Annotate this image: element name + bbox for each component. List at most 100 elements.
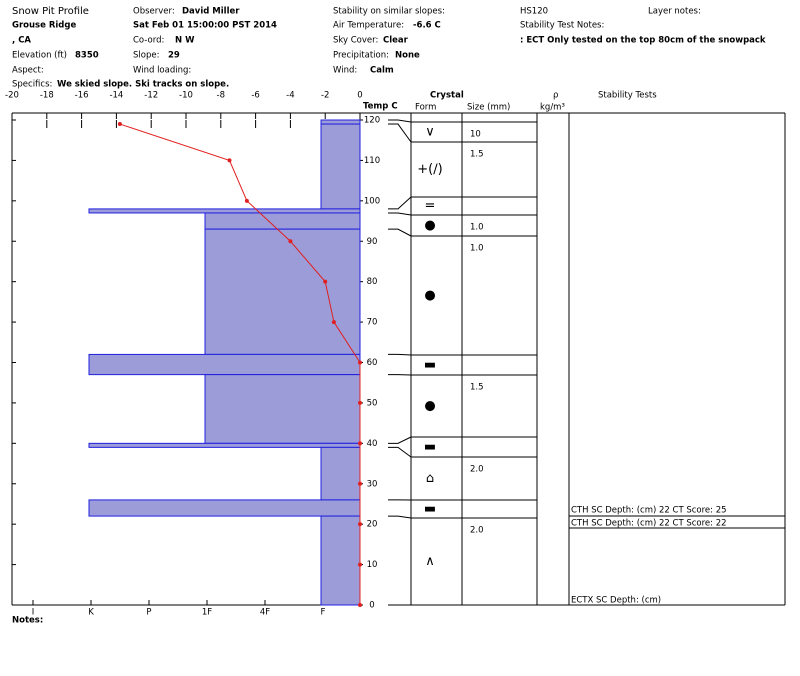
layer-connector xyxy=(388,212,412,216)
x-tick-label: -16 xyxy=(75,91,89,101)
y-tick-label: 80 xyxy=(367,277,378,287)
density-unit: kg/m³ xyxy=(540,103,565,113)
hardness-bar xyxy=(320,446,361,501)
hardness-bar xyxy=(204,212,361,230)
layer-connector xyxy=(388,353,412,356)
hardness-label: P xyxy=(146,608,151,618)
hardness-bar xyxy=(88,353,361,376)
layer-connector xyxy=(388,119,412,123)
y-tick-label: 110 xyxy=(364,156,380,166)
layer-connector xyxy=(388,196,412,210)
hardness-bar xyxy=(88,442,361,448)
x-tick-label: -14 xyxy=(109,91,123,101)
region: , CA xyxy=(12,36,31,46)
layer-connector xyxy=(388,228,412,237)
temperature-point xyxy=(358,562,362,567)
y-tick-label: 40 xyxy=(367,439,378,449)
aspect-label: Aspect: xyxy=(12,66,44,76)
y-tick-label: 20 xyxy=(367,520,378,530)
x-tick-label: -4 xyxy=(286,91,294,101)
grain-size: 10 xyxy=(470,130,481,140)
layer-connector xyxy=(388,515,412,519)
grain-size: 2.0 xyxy=(470,465,484,475)
y-tick-label: 120 xyxy=(364,116,380,126)
hardness-label: 1F xyxy=(202,608,212,618)
temperature-point xyxy=(288,239,293,244)
x-tick-label: -8 xyxy=(217,91,225,101)
grain-form: ● xyxy=(424,218,435,233)
temperature-point xyxy=(358,481,362,486)
x-tick-label: -12 xyxy=(144,91,158,101)
coord: N W xyxy=(175,36,195,46)
wind-loading-label: Wind loading: xyxy=(133,66,191,76)
y-tick-label: 0 xyxy=(369,601,374,611)
stability-test: CTH SC Depth: (cm) 22 CT Score: 25 xyxy=(571,506,727,516)
layer-connector xyxy=(388,436,412,444)
density-label: ρ xyxy=(553,91,558,101)
x-tick-label: -10 xyxy=(179,91,193,101)
x-tick-label: -18 xyxy=(40,91,54,101)
grain-form: = xyxy=(425,199,436,214)
hardness-bar xyxy=(320,515,361,606)
grain-form: ∧ xyxy=(425,554,435,569)
precip-label: Precipitation: xyxy=(333,51,389,61)
grain-size: 1.0 xyxy=(470,244,484,254)
temperature-point xyxy=(358,400,362,405)
grain-size: 1.0 xyxy=(470,223,484,233)
temperature-point xyxy=(358,603,362,607)
observer: David Miller xyxy=(182,7,240,17)
y-tick-label: 100 xyxy=(364,196,380,206)
hardness-label: K xyxy=(88,608,94,618)
hardness-label: I xyxy=(32,608,35,618)
grain-form: +(∕) xyxy=(417,162,442,177)
hardness-label: 4F xyxy=(260,608,270,618)
specifics-label: Specifics: xyxy=(12,80,52,90)
hardness-bar xyxy=(88,208,361,214)
elevation: 8350 xyxy=(75,51,99,61)
air-temp-label: Air Temperature: xyxy=(333,21,404,31)
stability-label: Stability on similar slopes: xyxy=(333,7,445,17)
stability-notes-label: Stability Test Notes: xyxy=(520,21,604,31)
hardness-bar xyxy=(204,228,361,355)
layer-notes-label: Layer notes: xyxy=(648,7,701,17)
slope: 29 xyxy=(168,51,180,61)
hardness-bar xyxy=(88,499,361,517)
y-tick-label: 50 xyxy=(367,398,378,408)
y-tick-label: 60 xyxy=(367,358,378,368)
x-tick-label: 0 xyxy=(357,91,362,101)
y-tick-label: 10 xyxy=(367,560,378,570)
notes-label: Notes: xyxy=(12,616,43,626)
x-tick-label: -2 xyxy=(321,91,329,101)
slope-label: Slope: xyxy=(133,51,159,61)
layer-connector xyxy=(388,123,412,143)
x-tick-label: -6 xyxy=(251,91,259,101)
elevation-label: Elevation (ft) xyxy=(12,51,67,61)
grain-form: ● xyxy=(424,288,435,303)
specifics: We skied slope. Ski tracks on slope. xyxy=(57,80,229,90)
temperature-point xyxy=(323,279,328,284)
form-label: Form xyxy=(415,103,436,113)
wind: Calm xyxy=(370,66,394,76)
hardness-bar xyxy=(320,123,361,210)
temperature-point xyxy=(117,122,122,127)
title: Snow Pit Profile xyxy=(12,6,89,17)
grain-form: ⌂ xyxy=(426,471,434,486)
hardness-bar xyxy=(204,374,361,444)
y-tick-label: 90 xyxy=(367,237,378,247)
y-tick-label: 70 xyxy=(367,318,378,328)
hs: HS120 xyxy=(520,7,548,17)
stability-test: CTH SC Depth: (cm) 22 CT Score: 22 xyxy=(571,519,727,529)
temperature-point xyxy=(244,198,249,203)
datetime: Sat Feb 01 15:00:00 PST 2014 xyxy=(133,21,277,31)
stability-test: ECTX SC Depth: (cm) xyxy=(571,596,661,606)
grain-form: ▬ xyxy=(424,502,436,517)
temperature-point xyxy=(358,441,362,446)
temp-label: Temp C xyxy=(363,102,398,112)
temperature-point xyxy=(331,320,336,325)
sky: Clear xyxy=(383,36,409,46)
coord-label: Co-ord: xyxy=(133,36,164,46)
precip: None xyxy=(395,51,420,61)
grain-size: 1.5 xyxy=(470,150,484,160)
